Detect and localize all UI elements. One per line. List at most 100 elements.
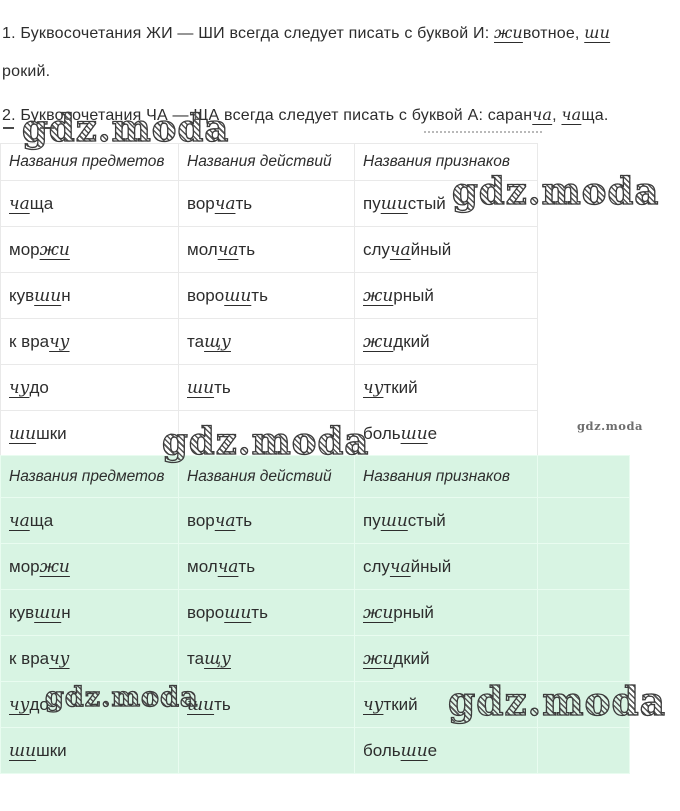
rule-zhi-shi-line2: рокий. bbox=[2, 63, 51, 80]
underlined-letter-combo: щу bbox=[204, 648, 231, 669]
gdz-moda-watermark: gdz.moda bbox=[451, 169, 660, 213]
word-cell: чудо bbox=[0, 364, 179, 411]
word-cell: молчать bbox=[178, 226, 355, 273]
underlined-letter-combo: ши bbox=[400, 423, 428, 444]
header-row: Названия предметов Названия действий Назва… bbox=[0, 455, 630, 498]
underlined-letter-combo: ча bbox=[9, 510, 30, 531]
occluded-text-fragment bbox=[424, 131, 542, 133]
underlined-letter-combo: ча bbox=[532, 105, 553, 124]
table-row: чаща ворчать пушистый bbox=[0, 497, 630, 544]
word-cell: жирный bbox=[354, 589, 538, 636]
table-row: чудо шить чуткий bbox=[0, 681, 630, 728]
underlined-letter-combo: ши bbox=[34, 602, 62, 623]
underlined-letter-combo: чу bbox=[363, 694, 384, 715]
header-row: Названия предметов Названия действий Назва… bbox=[0, 143, 538, 181]
column-header: Названия предметов bbox=[0, 143, 179, 181]
gdz-moda-watermark: gdz.moda bbox=[447, 679, 667, 725]
word-cell: случайный bbox=[354, 226, 538, 273]
word-cell: моржи bbox=[0, 543, 179, 590]
word-cell: пушистый bbox=[354, 497, 538, 544]
empty-cell bbox=[537, 497, 630, 544]
underlined-letter-combo: жи bbox=[494, 23, 523, 42]
underlined-letter-combo: чу bbox=[9, 377, 30, 398]
word-cell: жидкий bbox=[354, 635, 538, 682]
word-cell: шишки bbox=[0, 410, 179, 457]
word-cell: чаща bbox=[0, 180, 179, 227]
word-cell: молчать bbox=[178, 543, 355, 590]
word-cell: ворчать bbox=[178, 180, 355, 227]
word-cell: тащу bbox=[178, 318, 355, 365]
empty-column-header bbox=[537, 455, 630, 498]
word-cell: ворчать bbox=[178, 497, 355, 544]
underlined-letter-combo: ча bbox=[214, 510, 236, 531]
word-cell: случайный bbox=[354, 543, 538, 590]
occluded-text-fragment bbox=[3, 127, 14, 129]
column-header: Названия признаков bbox=[354, 143, 538, 181]
word-cell: кувшин bbox=[0, 272, 179, 319]
gdz-moda-watermark: gdz.moda bbox=[21, 106, 230, 150]
empty-cell bbox=[537, 635, 630, 682]
underlined-letter-combo: ши bbox=[224, 285, 252, 306]
table-row: моржи молчать случайный bbox=[0, 543, 630, 590]
word-cell: жидкий bbox=[354, 318, 538, 365]
underlined-letter-combo: жи bbox=[363, 285, 394, 306]
empty-cell bbox=[537, 543, 630, 590]
gdz-moda-watermark-small: gdz.moda bbox=[577, 419, 643, 433]
underlined-letter-combo: ши bbox=[187, 694, 215, 715]
table-row: чудо шить чуткий bbox=[0, 364, 538, 411]
rule-zhi-shi-line1: 1. Буквосочетания ЖИ — ШИ всегда следует… bbox=[2, 23, 611, 42]
word-cell: большие bbox=[354, 727, 538, 774]
empty-cell bbox=[537, 727, 630, 774]
rule-cha-scha: 2. Буквосочетания ЧА — ЩА всегда следует… bbox=[2, 105, 609, 124]
underlined-letter-combo: ча bbox=[561, 105, 582, 124]
word-cell: шить bbox=[178, 364, 355, 411]
table-row: к врачу тащу жидкий bbox=[0, 318, 538, 365]
table-row: моржи молчать случайный bbox=[0, 226, 538, 273]
underlined-letter-combo: ча bbox=[217, 556, 239, 577]
underlined-letter-combo: чу bbox=[49, 331, 70, 352]
underlined-letter-combo: жи bbox=[39, 556, 70, 577]
underlined-letter-combo: ши bbox=[380, 193, 408, 214]
word-cell: большие bbox=[354, 410, 538, 457]
word-cell bbox=[178, 410, 355, 457]
underlined-letter-combo: щу bbox=[204, 331, 231, 352]
underlined-letter-combo: ши bbox=[187, 377, 215, 398]
column-header: Названия признаков bbox=[354, 455, 538, 498]
table-row: чаща ворчать пушистый bbox=[0, 180, 538, 227]
word-cell: чаща bbox=[0, 497, 179, 544]
column-header: Названия предметов bbox=[0, 455, 179, 498]
empty-cell bbox=[537, 681, 630, 728]
underlined-letter-combo: ча bbox=[217, 239, 239, 260]
underlined-letter-combo: ши bbox=[380, 510, 408, 531]
underlined-letter-combo: чу bbox=[49, 648, 70, 669]
word-cell: пушистый bbox=[354, 180, 538, 227]
underlined-letter-combo: ши bbox=[9, 423, 37, 444]
word-cell: кувшин bbox=[0, 589, 179, 636]
gdz-moda-watermark: gdz.moda bbox=[44, 682, 199, 713]
table-row: шишки большие bbox=[0, 410, 538, 457]
table-row: кувшин ворошить жирный bbox=[0, 589, 630, 636]
table-row: шишки большие bbox=[0, 727, 630, 774]
underlined-letter-combo: жи bbox=[363, 648, 394, 669]
empty-cell bbox=[537, 589, 630, 636]
word-cell: шишки bbox=[0, 727, 179, 774]
words-table-highlighted: Названия предметов Названия действий Назва… bbox=[0, 455, 630, 774]
word-cell: ворошить bbox=[178, 589, 355, 636]
underlined-letter-combo: жи bbox=[363, 602, 394, 623]
underlined-letter-combo: ча bbox=[214, 193, 236, 214]
underlined-letter-combo: ши bbox=[34, 285, 62, 306]
table-row: кувшин ворошить жирный bbox=[0, 272, 538, 319]
underlined-letter-combo: ши bbox=[584, 23, 611, 42]
underlined-letter-combo: жи bbox=[363, 331, 394, 352]
word-cell: моржи bbox=[0, 226, 179, 273]
underlined-letter-combo: ши bbox=[224, 602, 252, 623]
word-cell: чуткий bbox=[354, 364, 538, 411]
occluded-text-fragment bbox=[40, 127, 54, 129]
underlined-letter-combo: ча bbox=[389, 556, 411, 577]
word-cell: шить bbox=[178, 681, 355, 728]
table-row: к врачу тащу жидкий bbox=[0, 635, 630, 682]
underlined-letter-combo: ши bbox=[400, 740, 428, 761]
underlined-letter-combo: чу bbox=[363, 377, 384, 398]
underlined-letter-combo: ча bbox=[9, 193, 30, 214]
